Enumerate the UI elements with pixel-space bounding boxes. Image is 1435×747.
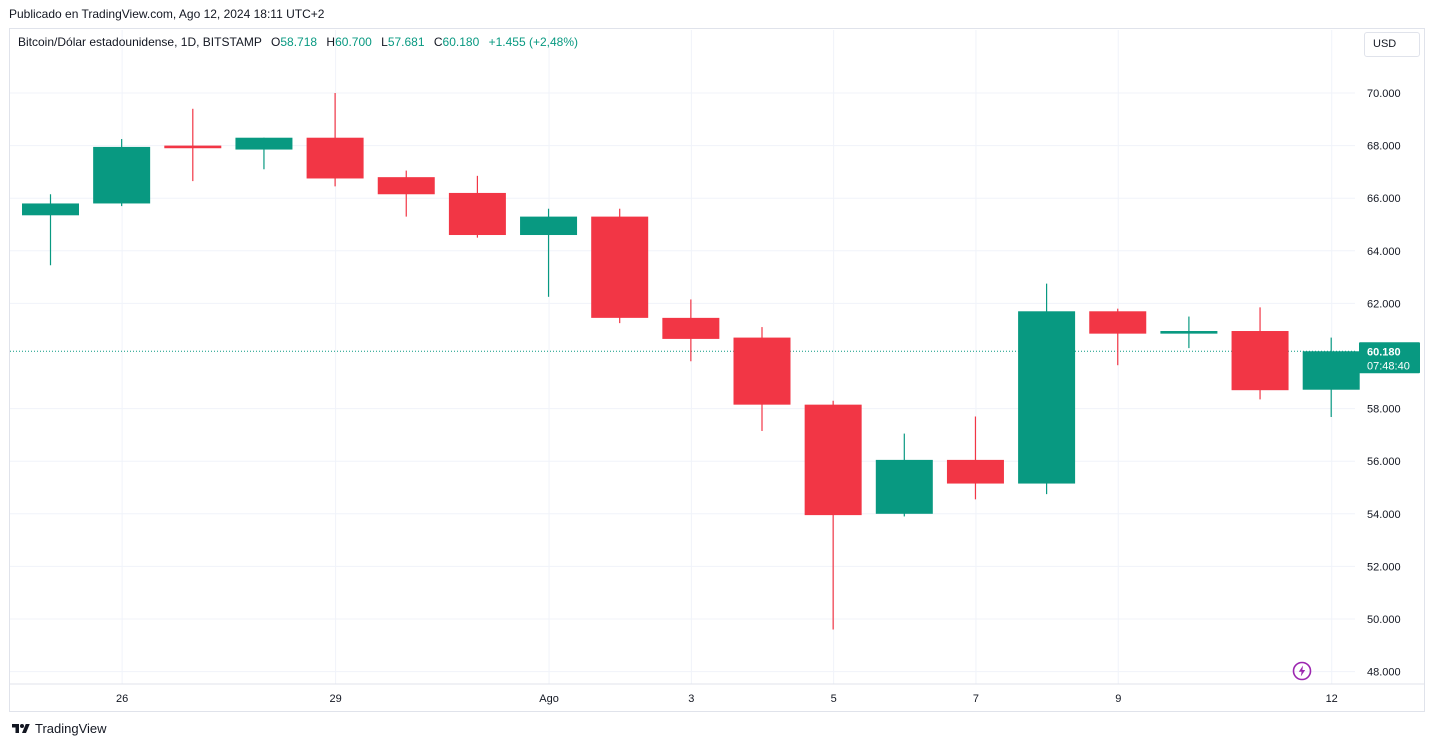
price-tag-bg bbox=[1359, 342, 1420, 374]
candle-body bbox=[164, 145, 222, 149]
candle-body bbox=[235, 137, 293, 150]
candle bbox=[164, 108, 222, 182]
open-label: O bbox=[271, 35, 281, 49]
currency-button[interactable]: USD bbox=[1364, 32, 1420, 57]
y-tick-label: 68.000 bbox=[1367, 141, 1401, 153]
candle-body bbox=[22, 203, 79, 216]
brand-name: TradingView bbox=[35, 721, 107, 736]
tradingview-brand[interactable]: TradingView bbox=[11, 721, 107, 736]
x-tick-label: 29 bbox=[329, 693, 341, 705]
candle bbox=[875, 433, 933, 517]
y-tick-label: 58.000 bbox=[1367, 404, 1401, 416]
price-tag-price: 60.180 bbox=[1367, 346, 1401, 358]
price-tag-layer: 60.180 07:48:40 bbox=[1359, 342, 1420, 374]
candle-body bbox=[306, 137, 364, 179]
candle-body bbox=[377, 177, 435, 195]
open-value: 58.718 bbox=[280, 35, 318, 49]
candle bbox=[306, 93, 364, 187]
low-value: 57.681 bbox=[387, 35, 425, 49]
candle bbox=[520, 208, 578, 297]
published-info: Publicado en TradingView.com, Ago 12, 20… bbox=[9, 7, 325, 21]
candle-body bbox=[733, 337, 791, 405]
candle bbox=[377, 170, 435, 217]
symbol-name: Bitcoin/Dólar estadounidense, 1D, BITSTA… bbox=[18, 35, 262, 49]
candle-body bbox=[520, 216, 578, 236]
close-value: 60.180 bbox=[442, 35, 480, 49]
price-axis: 70.000 68.000 66.000 64.000 62.000 58.000 56.0… bbox=[1367, 88, 1401, 679]
tradingview-logo-icon bbox=[12, 723, 30, 733]
candle-body bbox=[804, 404, 862, 516]
candle bbox=[733, 327, 791, 431]
low-label: L bbox=[381, 35, 388, 49]
candle-body bbox=[1231, 331, 1289, 391]
y-tick-label: 50.000 bbox=[1367, 614, 1401, 626]
candle-body bbox=[946, 459, 1004, 484]
y-tick-label: 66.000 bbox=[1367, 193, 1401, 205]
candle-body bbox=[875, 459, 933, 514]
candle bbox=[1089, 308, 1147, 366]
y-tick-label: 54.000 bbox=[1367, 509, 1401, 521]
candle bbox=[804, 400, 862, 630]
candle bbox=[22, 194, 79, 266]
y-tick-label: 62.000 bbox=[1367, 298, 1401, 310]
price-tag-countdown: 07:48:40 bbox=[1367, 360, 1410, 372]
grid-lines bbox=[10, 30, 1424, 685]
price-tag: 60.180 07:48:40 bbox=[1359, 342, 1420, 374]
candle bbox=[591, 208, 649, 324]
candle bbox=[1018, 283, 1076, 495]
x-tick-label: 12 bbox=[1326, 693, 1338, 705]
x-tick-label: Ago bbox=[539, 693, 559, 705]
candle bbox=[1231, 307, 1289, 400]
candle-body bbox=[1089, 311, 1147, 334]
candle bbox=[946, 416, 1004, 500]
y-tick-label: 48.000 bbox=[1367, 667, 1401, 679]
high-label: H bbox=[326, 35, 336, 49]
x-tick-label: 9 bbox=[1115, 693, 1121, 705]
chart-frame bbox=[9, 28, 1425, 712]
candle-body bbox=[1018, 311, 1076, 484]
candle-body bbox=[662, 317, 720, 339]
y-tick-label: 52.000 bbox=[1367, 561, 1401, 573]
x-tick-label: 5 bbox=[831, 693, 837, 705]
y-tick-label: 70.000 bbox=[1367, 88, 1401, 100]
candle bbox=[1160, 316, 1218, 349]
lightning-bolt-icon[interactable] bbox=[1292, 661, 1312, 681]
candle-body bbox=[1160, 331, 1218, 334]
close-label: C bbox=[433, 35, 443, 49]
candle bbox=[93, 139, 151, 207]
high-value: 60.700 bbox=[335, 35, 372, 49]
candle-body bbox=[448, 192, 506, 236]
candle bbox=[1302, 337, 1360, 417]
y-tick-label: 56.000 bbox=[1367, 456, 1401, 468]
change-value: +1.455 (+2,48%) bbox=[488, 35, 578, 49]
candle bbox=[662, 299, 720, 362]
candle-body bbox=[93, 146, 151, 204]
candle bbox=[235, 137, 293, 170]
candle bbox=[448, 175, 506, 238]
symbol-legend: Bitcoin/Dólar estadounidense, 1D, BITSTA… bbox=[18, 35, 578, 49]
candle-body bbox=[591, 216, 649, 318]
x-tick-label: 3 bbox=[688, 693, 694, 705]
x-tick-label: 7 bbox=[973, 693, 979, 705]
y-tick-label: 64.000 bbox=[1367, 246, 1401, 258]
x-tick-label: 26 bbox=[116, 693, 128, 705]
time-axis: 26 29 Ago 3 5 7 9 12 bbox=[116, 693, 1338, 705]
candle-body bbox=[1302, 351, 1360, 390]
candles bbox=[22, 93, 1360, 630]
